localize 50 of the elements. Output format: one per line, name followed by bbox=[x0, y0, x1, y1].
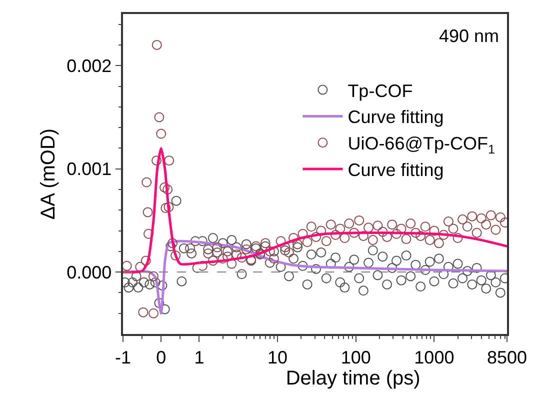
point bbox=[162, 184, 173, 194]
point bbox=[154, 298, 164, 308]
point bbox=[164, 156, 174, 166]
point bbox=[190, 236, 200, 246]
point bbox=[148, 271, 158, 282]
point bbox=[160, 182, 170, 192]
point bbox=[138, 307, 148, 318]
y-axis-title: ΔA (mOD) bbox=[38, 128, 60, 220]
x-tick-label: 0 bbox=[156, 347, 166, 368]
x-tick-label: 10 bbox=[268, 347, 288, 368]
point bbox=[164, 202, 174, 212]
x-tick-label: 1 bbox=[194, 347, 204, 368]
x-tick-label: 1000 bbox=[414, 347, 454, 368]
point bbox=[152, 40, 162, 50]
y-tick-label: 0.002 bbox=[66, 56, 112, 76]
point bbox=[152, 156, 162, 166]
point bbox=[140, 256, 151, 266]
point bbox=[133, 282, 144, 293]
legend-label: Tp-COF bbox=[348, 80, 413, 101]
point bbox=[160, 203, 171, 214]
point bbox=[138, 277, 149, 288]
point bbox=[154, 112, 164, 122]
legend-label: Curve fitting bbox=[348, 160, 444, 180]
point bbox=[157, 280, 168, 290]
point bbox=[128, 277, 138, 288]
point bbox=[142, 177, 152, 188]
point bbox=[123, 260, 132, 271]
point bbox=[144, 279, 155, 290]
legend-label: UiO-66@Tp-COF$_{1}$ bbox=[348, 134, 495, 156]
point bbox=[168, 238, 178, 248]
x-axis-title: Delay time (ps) bbox=[286, 367, 420, 390]
point bbox=[144, 228, 154, 239]
point bbox=[185, 243, 196, 254]
x-tick-label: 100 bbox=[340, 347, 371, 368]
x-tick-label: -1 bbox=[114, 347, 132, 368]
point bbox=[178, 243, 189, 254]
point bbox=[142, 207, 153, 218]
point bbox=[170, 250, 181, 261]
point bbox=[156, 128, 166, 139]
point bbox=[176, 276, 187, 286]
point bbox=[124, 282, 134, 293]
point bbox=[148, 308, 158, 318]
legend-label: Curve fitting bbox=[348, 107, 444, 128]
x-tick-label: 8500 bbox=[486, 347, 528, 368]
y-tick-label: 0.000 bbox=[66, 262, 112, 282]
point bbox=[150, 277, 160, 288]
point bbox=[171, 196, 182, 206]
annotation: 490 nm bbox=[439, 26, 500, 46]
y-tick-label: 0.001 bbox=[66, 159, 112, 180]
point bbox=[186, 248, 197, 258]
